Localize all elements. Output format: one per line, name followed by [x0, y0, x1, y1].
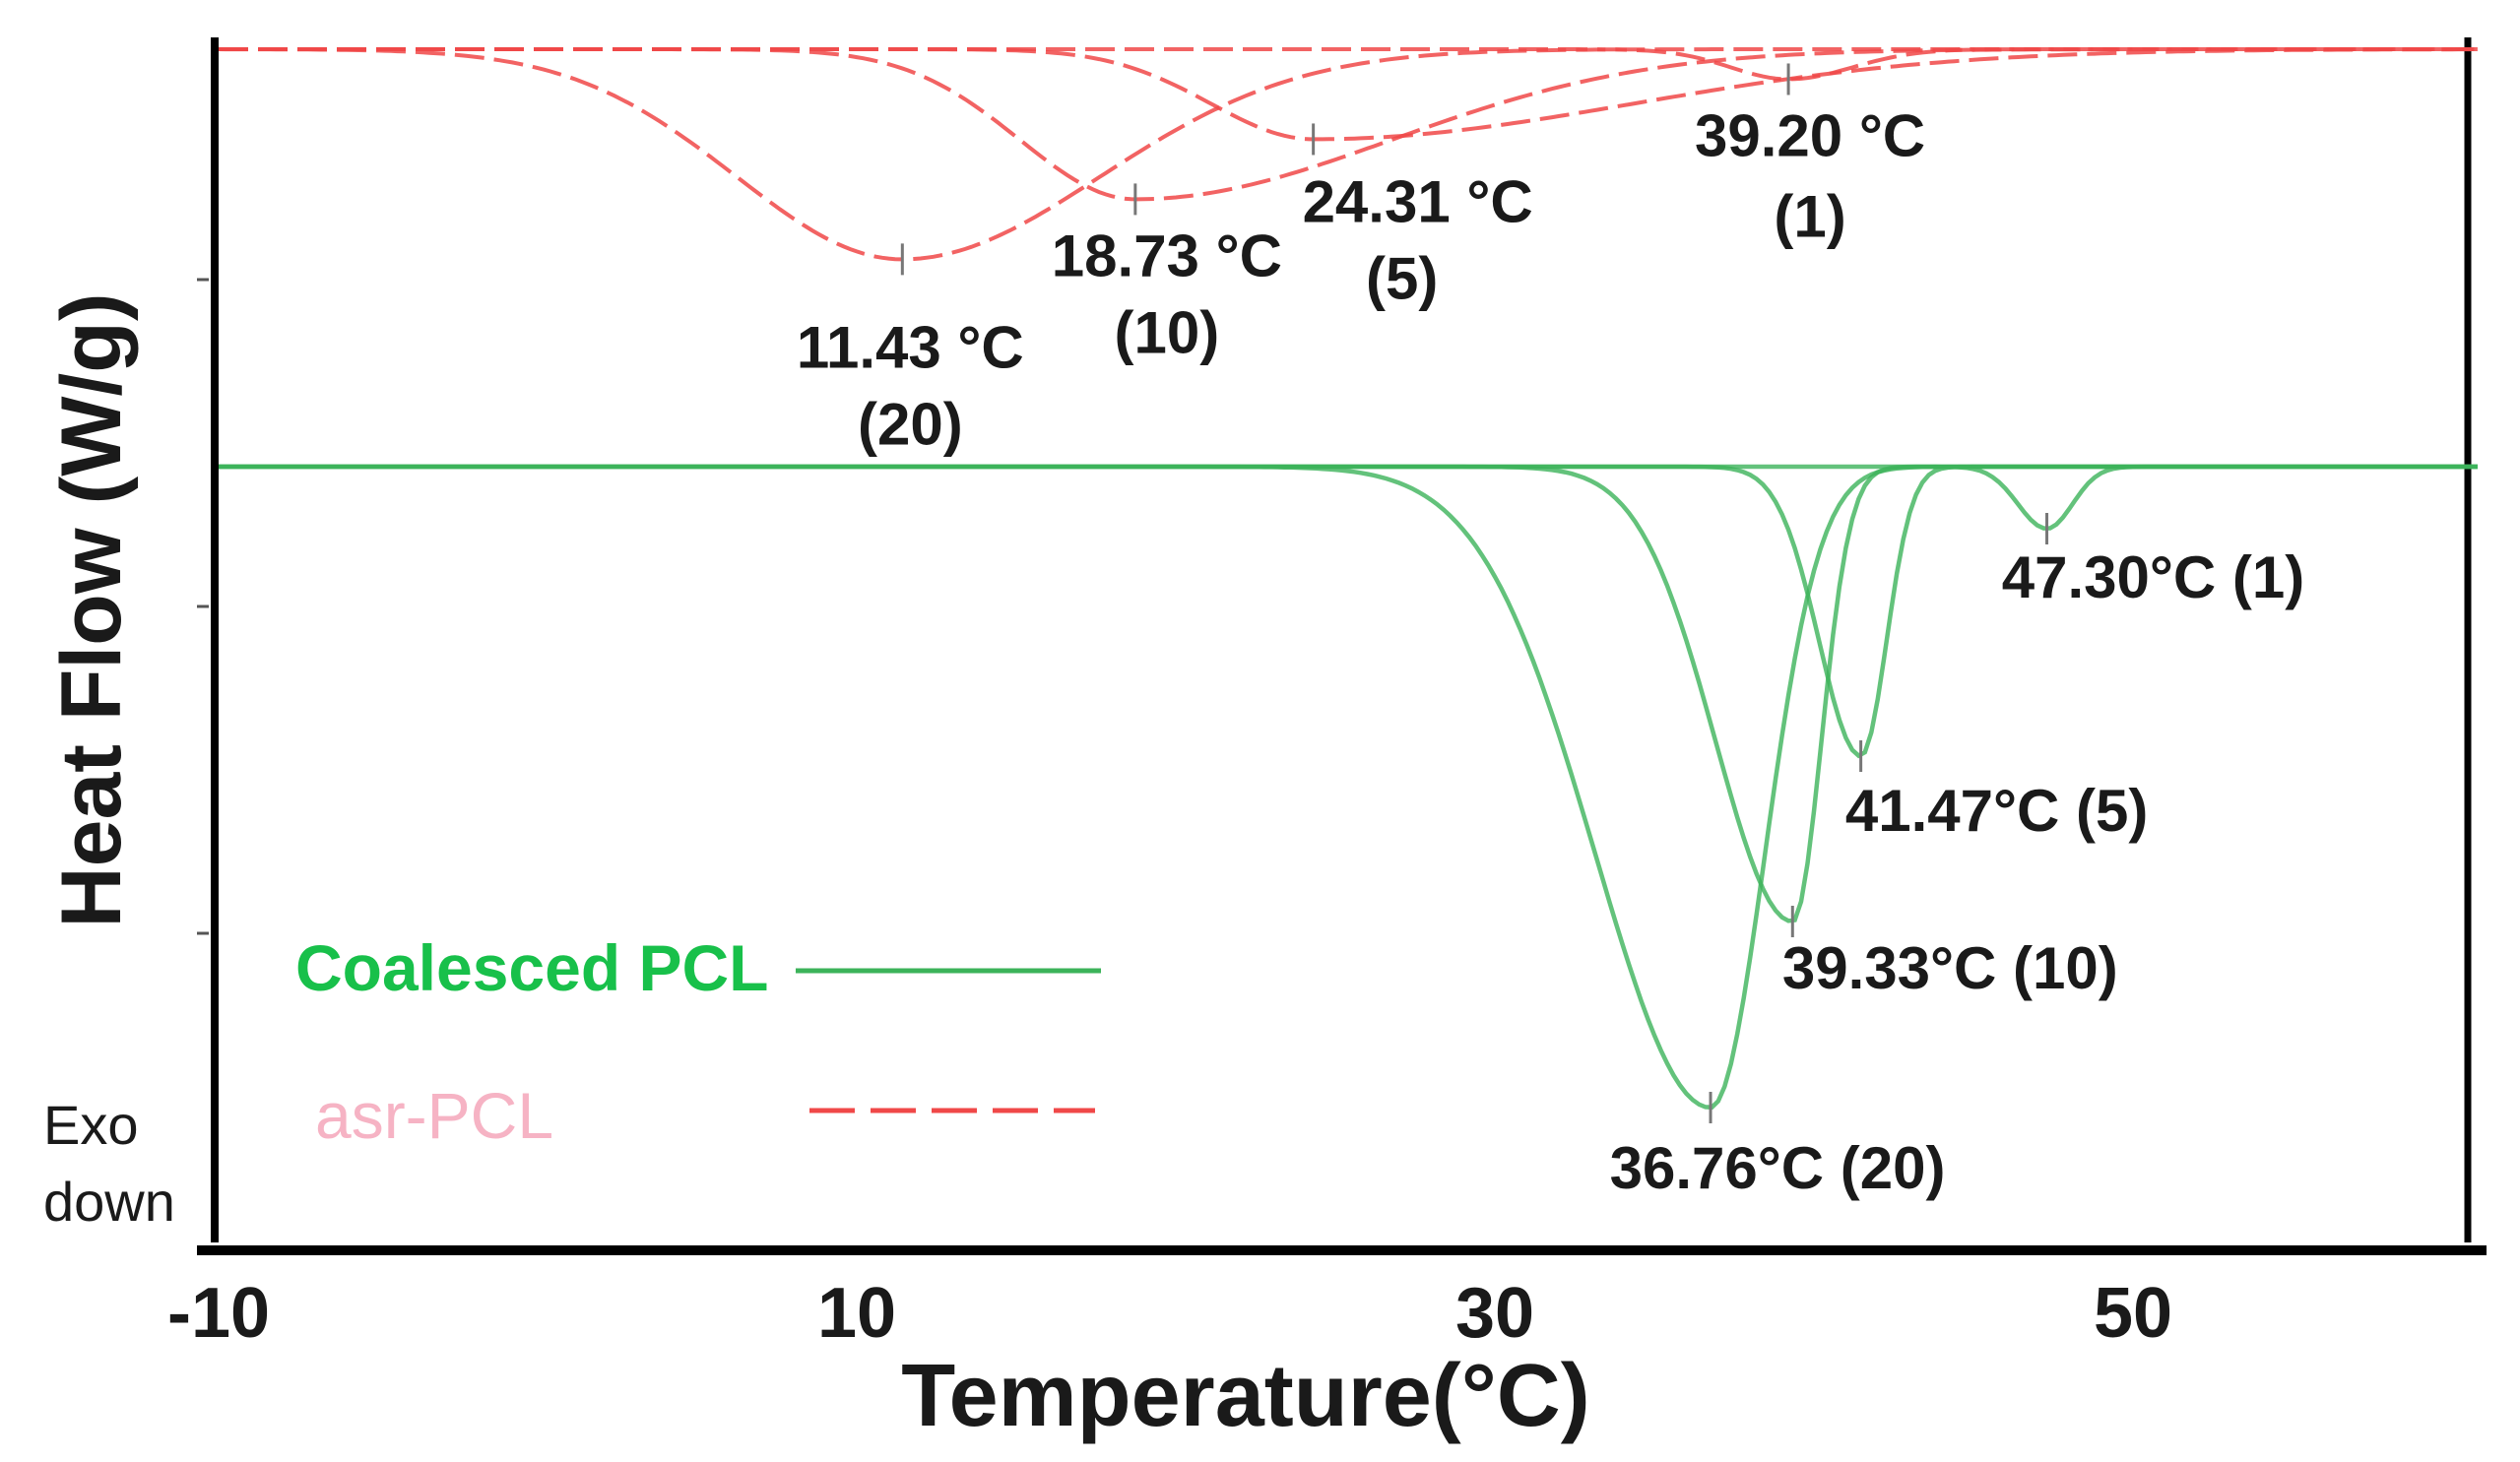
x-tick-label--10: -10 [167, 1274, 270, 1353]
peak-label-coalesced-pcl-10--0: 39.33°C (10) [1782, 935, 2118, 1001]
peak-label-asr-pcl-20--1: (20) [858, 391, 963, 457]
x-axis-title: Temperature(°C) [901, 1347, 1589, 1445]
exo-note-line1: Exo [43, 1094, 139, 1156]
x-tick-label-30: 30 [1455, 1274, 1534, 1353]
peak-label-asr-pcl-5--1: (5) [1366, 245, 1438, 311]
curve-coalesced-pcl-1- [219, 464, 2478, 531]
x-tick-label-50: 50 [2094, 1274, 2172, 1353]
y-axis-title: Heat Flow (W/g) [44, 293, 139, 928]
legend-label-coalesced-pcl: Coalesced PCL [295, 931, 769, 1004]
peak-label-asr-pcl-10--1: (10) [1115, 299, 1220, 365]
curve-coalesced-pcl-5- [219, 464, 2478, 759]
peak-label-asr-pcl-1--0: 39.20 °C [1695, 102, 1925, 168]
peak-label-asr-pcl-5--0: 24.31 °C [1303, 168, 1533, 234]
peak-label-asr-pcl-20--0: 11.43 °C [797, 314, 1024, 380]
legend-label-asr-pcl: asr-PCL [315, 1079, 553, 1152]
peak-label-asr-pcl-10--0: 18.73 °C [1052, 222, 1282, 288]
curve-asr-pcl-1- [219, 47, 2478, 82]
curve-asr-pcl-5- [219, 47, 2478, 142]
peak-label-coalesced-pcl-1--0: 47.30°C (1) [2002, 544, 2304, 610]
curve-coalesced-pcl-10- [219, 464, 2478, 923]
peak-label-asr-pcl-1--1: (1) [1774, 183, 1845, 249]
exo-note-line2: down [43, 1171, 175, 1233]
peak-label-coalesced-pcl-5--0: 41.47°C (5) [1845, 778, 2148, 844]
peak-label-coalesced-pcl-20--0: 36.76°C (20) [1610, 1135, 1946, 1201]
x-tick-label-10: 10 [817, 1274, 896, 1353]
